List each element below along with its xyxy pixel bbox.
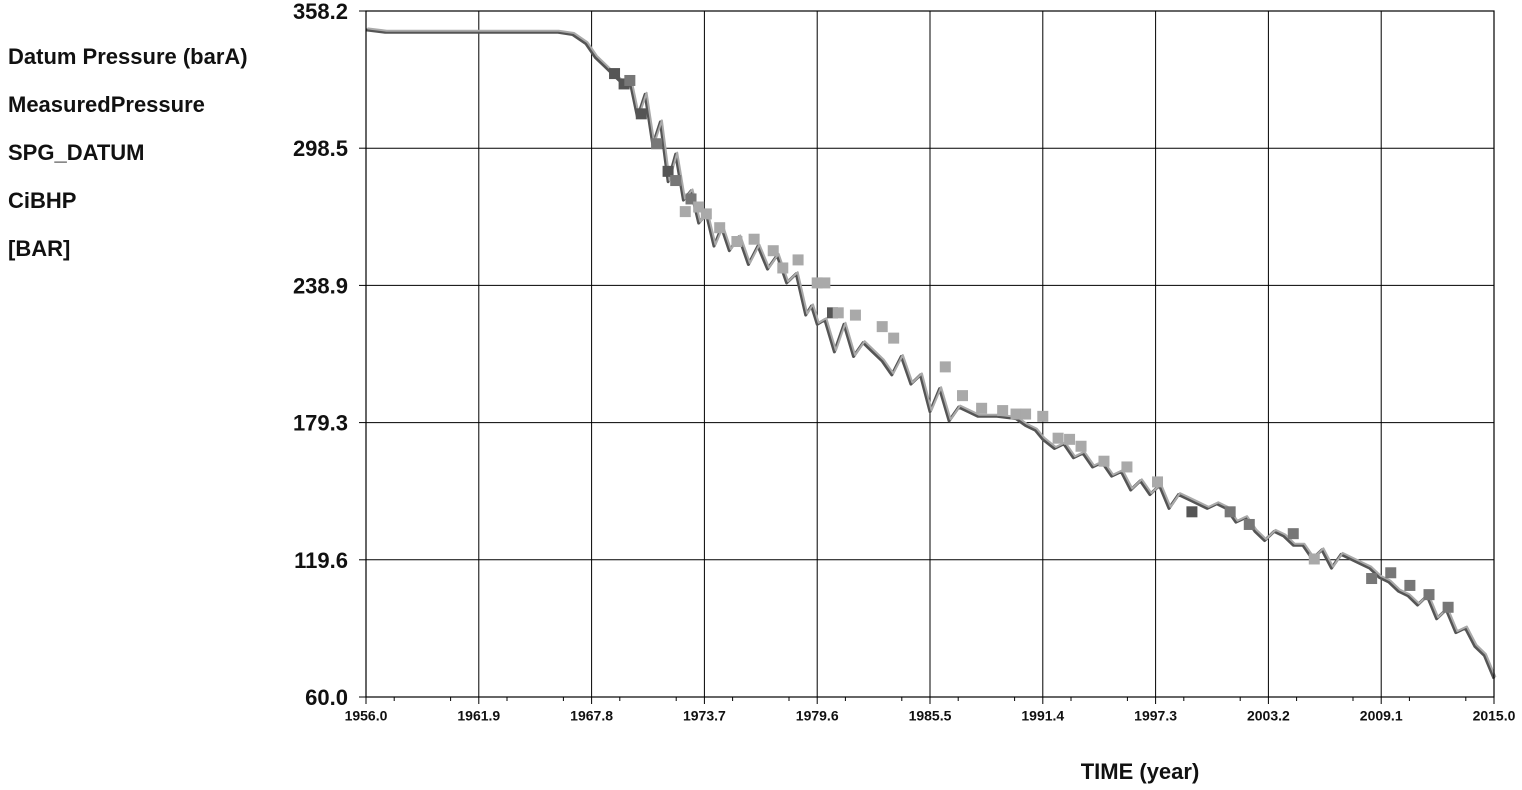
measured-point [1404, 579, 1416, 591]
measured-point [1287, 528, 1299, 540]
legend-line-cibhp: CiBHP [8, 188, 77, 213]
measured-point [618, 78, 630, 90]
measured-point [1098, 455, 1110, 467]
x-tick-label: 1973.7 [683, 707, 726, 723]
chart-legend: Datum Pressure (barA) MeasuredPressure S… [8, 42, 248, 282]
measured-point [1423, 589, 1435, 601]
measured-point [876, 321, 888, 333]
series-line-dark [365, 28, 1496, 680]
measured-point [685, 193, 697, 205]
x-tick-label: 1985.5 [909, 707, 952, 723]
measured-point [748, 233, 760, 245]
measured-point [700, 208, 712, 220]
measured-point [819, 277, 831, 289]
measured-point [1052, 432, 1064, 444]
x-tick-label: 1967.8 [570, 707, 613, 723]
measured-point [1037, 410, 1049, 422]
tick-labels: 1956.0 1961.9 1967.8 1973.7 1979.6 1985.5 1991… [293, 0, 1516, 723]
measured-point [792, 254, 804, 266]
measured-point [826, 307, 838, 319]
measured-point [1442, 601, 1454, 613]
measured-point [767, 245, 779, 257]
measured-point [679, 206, 691, 218]
y-tick-label: 358.2 [293, 0, 348, 24]
measured-point [888, 332, 900, 344]
measured-point [777, 262, 789, 274]
measured-point [714, 222, 726, 234]
x-axis-title: TIME (year) [1081, 759, 1200, 784]
x-tick-label: 1997.3 [1134, 707, 1177, 723]
x-tick-label: 1979.6 [796, 707, 839, 723]
measured-point [849, 309, 861, 321]
series-lines [365, 27, 1497, 680]
measured-point [976, 402, 988, 414]
measured-point [609, 68, 621, 80]
measured-point [1308, 553, 1320, 565]
x-tick-label: 2009.1 [1360, 707, 1403, 723]
measured-point [693, 201, 705, 213]
x-tick-label: 1956.0 [345, 707, 388, 723]
y-tick-label: 238.9 [293, 273, 348, 298]
measured-point [1385, 567, 1397, 579]
plot-frame [365, 10, 1495, 698]
measured-point [624, 74, 636, 86]
measured-points [609, 68, 1454, 613]
axes [359, 10, 1495, 704]
measured-point [662, 165, 674, 177]
legend-line-spg-datum: SPG_DATUM [8, 140, 145, 165]
y-tick-label: 60.0 [305, 685, 348, 710]
measured-point [1075, 440, 1087, 452]
legend-line-measured-pressure: MeasuredPressure [8, 92, 205, 117]
measured-point [1020, 408, 1032, 420]
measured-point [957, 390, 969, 402]
measured-point [635, 108, 647, 120]
measured-point [939, 361, 951, 373]
x-tick-label: 1991.4 [1021, 707, 1064, 723]
y-tick-label: 119.6 [294, 548, 348, 573]
measured-point [1010, 408, 1022, 420]
x-tick-label: 1961.9 [457, 707, 500, 723]
legend-line-units: [BAR] [8, 236, 71, 261]
measured-point [651, 138, 663, 150]
measured-point [1064, 433, 1076, 445]
measured-point [1224, 506, 1236, 518]
measured-point [670, 175, 682, 187]
measured-point [1121, 461, 1133, 473]
y-tick-label: 298.5 [293, 136, 348, 161]
x-tick-label: 2003.2 [1247, 707, 1290, 723]
measured-point [731, 236, 743, 248]
measured-point [1366, 573, 1378, 585]
grid [366, 11, 1494, 697]
measured-point [997, 405, 1009, 417]
series-line-light [367, 27, 1497, 678]
x-tick-label: 2015.0 [1473, 707, 1516, 723]
measured-point [1243, 518, 1255, 530]
measured-point [1186, 506, 1198, 518]
legend-line-datum-pressure: Datum Pressure (barA) [8, 44, 248, 69]
measured-point [1152, 476, 1164, 488]
measured-point [811, 277, 823, 289]
measured-point [832, 307, 844, 319]
y-tick-label: 179.3 [293, 411, 348, 436]
